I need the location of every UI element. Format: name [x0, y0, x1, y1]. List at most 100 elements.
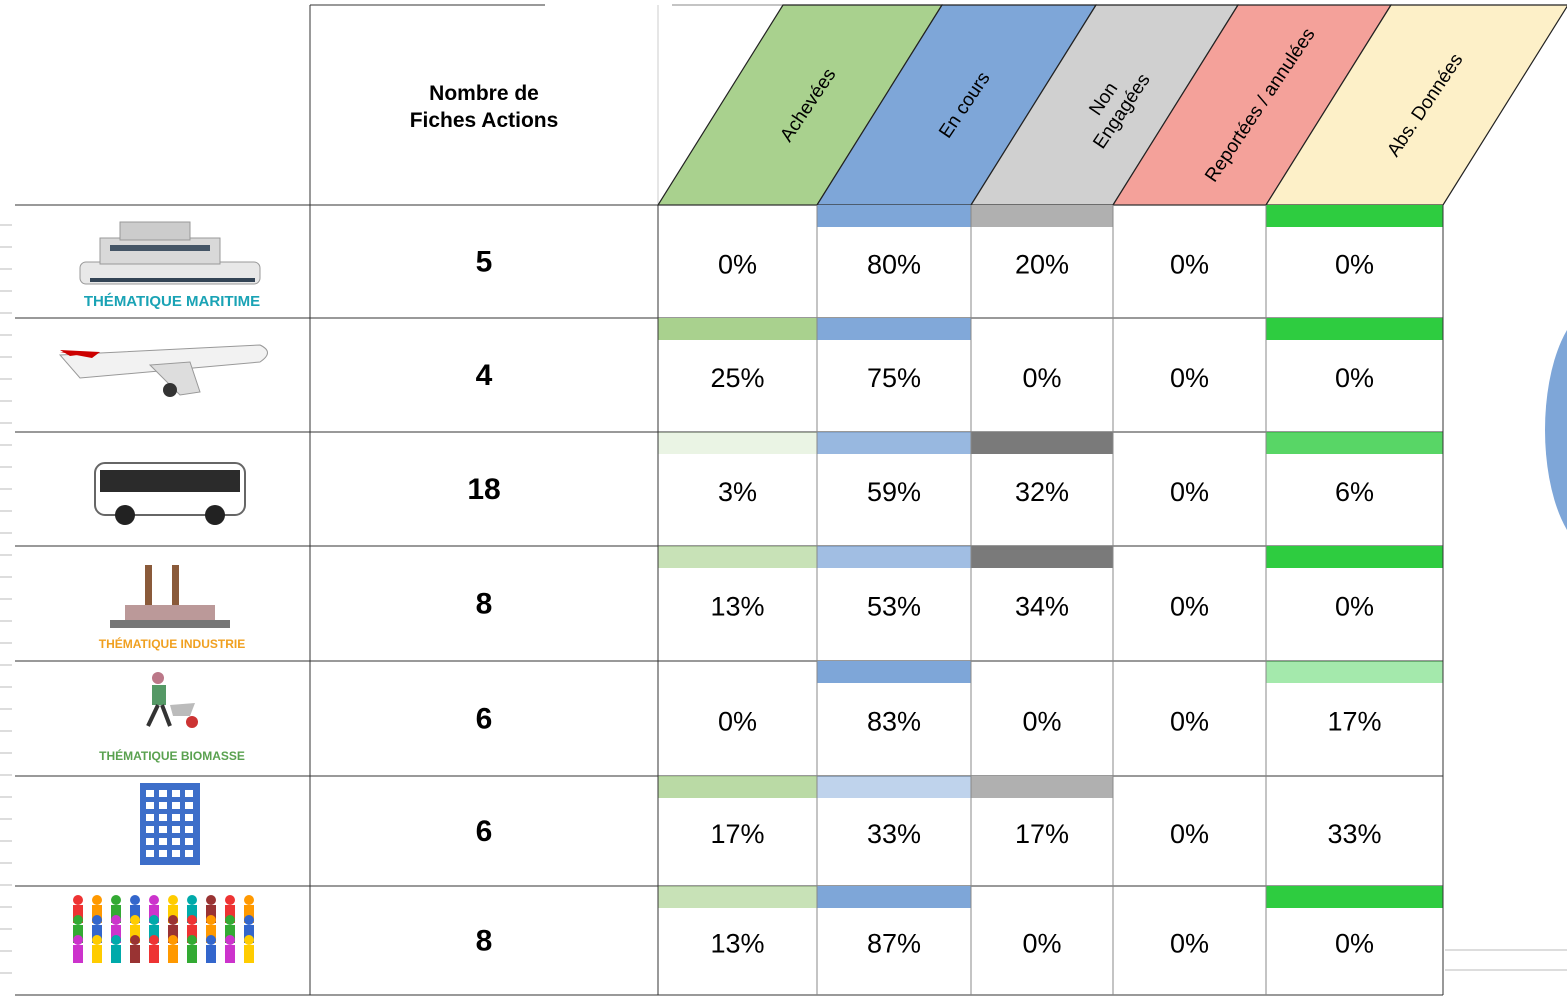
row-icon — [146, 672, 198, 728]
cell-value: 0% — [1335, 929, 1374, 959]
icon-shape — [172, 838, 180, 845]
icon-shape — [187, 915, 197, 925]
icon-shape — [206, 925, 216, 943]
icon-shape — [163, 383, 177, 397]
icon-shape — [244, 905, 254, 923]
cell-bar — [817, 661, 971, 683]
icon-shape — [225, 905, 235, 923]
icon-shape — [152, 672, 164, 684]
cell-value: 0% — [1335, 363, 1374, 393]
icon-shape — [205, 505, 225, 525]
icon-shape — [225, 895, 235, 905]
cell-bar — [658, 432, 817, 454]
icon-shape — [149, 945, 159, 963]
cell-bar — [1266, 432, 1443, 454]
icon-shape — [130, 915, 140, 925]
icon-shape — [73, 895, 83, 905]
icon-shape — [159, 826, 167, 833]
icon-shape — [111, 905, 121, 923]
cell-value: 0% — [1335, 250, 1374, 280]
icon-shape — [145, 565, 152, 610]
icon-shape — [168, 945, 178, 963]
icon-shape — [111, 925, 121, 943]
row-count: 6 — [476, 703, 493, 736]
icon-shape — [146, 814, 154, 821]
cell-bar — [658, 318, 817, 340]
cell-value: 0% — [1170, 592, 1209, 622]
cell-bar — [658, 886, 817, 908]
cell-value: 6% — [1335, 477, 1374, 507]
cell-value: 17% — [710, 819, 764, 849]
row-count: 8 — [476, 588, 493, 621]
icon-shape — [92, 945, 102, 963]
cell-bar — [817, 776, 971, 798]
row-count: 5 — [476, 246, 493, 279]
icon-shape — [159, 814, 167, 821]
icon-shape — [168, 925, 178, 943]
cell-value: 0% — [1335, 592, 1374, 622]
cell-bar — [1266, 546, 1443, 568]
icon-shape — [168, 895, 178, 905]
cell-bar — [1266, 886, 1443, 908]
cell-bar — [817, 432, 971, 454]
cell-bar — [1266, 318, 1443, 340]
icon-shape — [244, 895, 254, 905]
icon-shape — [92, 915, 102, 925]
row-icon — [73, 895, 254, 963]
side-shape — [1545, 330, 1567, 530]
icon-shape — [185, 790, 193, 797]
cell-value: 3% — [718, 477, 757, 507]
icon-shape — [149, 925, 159, 943]
row-icon — [110, 565, 230, 628]
icon-shape — [206, 905, 216, 923]
cell-value: 0% — [1170, 819, 1209, 849]
icon-shape — [58, 344, 268, 379]
cell-bar — [1266, 661, 1443, 683]
cell-value: 0% — [1170, 363, 1209, 393]
cell-value: 33% — [867, 819, 921, 849]
cell-value: 0% — [1170, 929, 1209, 959]
icon-shape — [187, 935, 197, 945]
icon-shape — [225, 935, 235, 945]
cell-bar — [658, 776, 817, 798]
icon-shape — [146, 802, 154, 809]
icon-shape — [73, 945, 83, 963]
icon-shape — [172, 814, 180, 821]
icon-shape — [110, 245, 210, 251]
cell-value: 80% — [867, 250, 921, 280]
icon-shape — [187, 905, 197, 923]
cell-bar — [971, 776, 1113, 798]
icon-shape — [170, 703, 195, 716]
cell-value: 53% — [867, 592, 921, 622]
cell-bar — [1266, 205, 1443, 227]
icon-shape — [168, 915, 178, 925]
cell-bar — [658, 546, 817, 568]
cell-value: 33% — [1327, 819, 1381, 849]
header-text: Fiches Actions — [410, 109, 559, 132]
icon-shape — [225, 915, 235, 925]
icon-shape — [172, 850, 180, 857]
icon-shape — [159, 850, 167, 857]
icon-shape — [149, 915, 159, 925]
icon-shape — [244, 945, 254, 963]
icon-shape — [152, 685, 166, 705]
cell-value: 0% — [718, 250, 757, 280]
icon-shape — [115, 505, 135, 525]
icon-shape — [73, 925, 83, 943]
icon-shape — [146, 826, 154, 833]
icon-shape — [73, 935, 83, 945]
row-count: 6 — [476, 815, 493, 848]
icon-shape — [119, 221, 191, 241]
icon-shape — [92, 905, 102, 923]
icon-shape — [185, 826, 193, 833]
icon-shape — [146, 850, 154, 857]
icon-shape — [206, 935, 216, 945]
icon-shape — [146, 838, 154, 845]
cell-bar — [971, 205, 1113, 227]
cell-value: 17% — [1015, 819, 1069, 849]
icon-shape — [159, 838, 167, 845]
cell-value: 87% — [867, 929, 921, 959]
icon-shape — [90, 278, 255, 282]
icon-shape — [149, 895, 159, 905]
